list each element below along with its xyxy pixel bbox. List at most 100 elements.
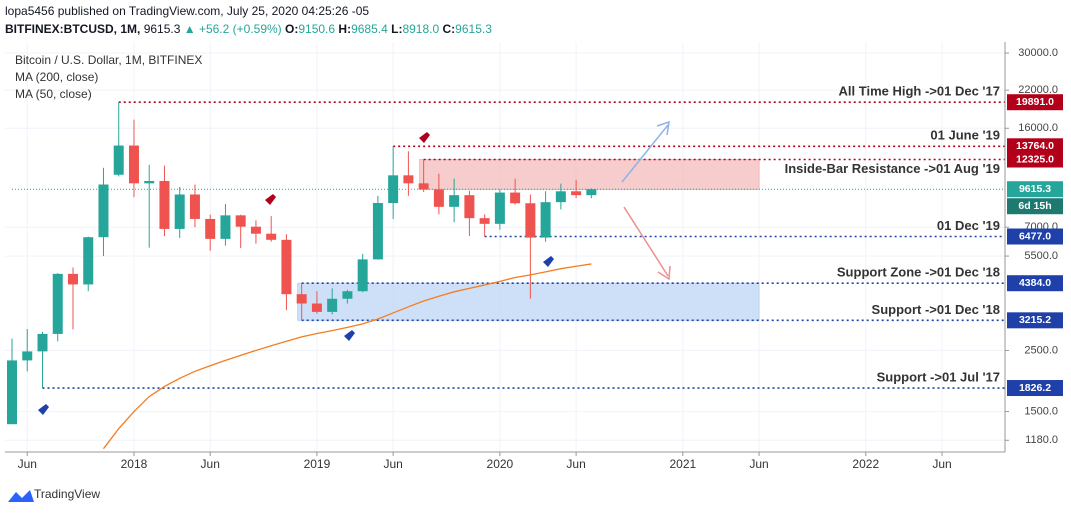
legend-entry: MA (200, close) (15, 70, 98, 84)
price-label: 12325.0 (1016, 153, 1054, 165)
price-label: 6477.0 (1019, 230, 1051, 242)
published: lopa5456 published on TradingView.com, J… (5, 4, 369, 18)
candle-body (52, 273, 63, 334)
h-label: H: (338, 22, 351, 36)
candle-body (311, 303, 322, 312)
countdown-box (1007, 198, 1063, 215)
candle-body (296, 294, 307, 304)
x-tick-label: 2020 (487, 457, 514, 471)
plot (7, 102, 597, 450)
candle-body (37, 333, 48, 352)
y-tick-label: 22000.0 (1018, 84, 1058, 96)
candle-body (7, 360, 17, 425)
candle-body (22, 351, 33, 361)
price-label: 1826.2 (1019, 382, 1051, 394)
candle-body (525, 203, 536, 238)
price-label-box (1007, 94, 1063, 111)
legend-entry: MA (50, close) (15, 87, 92, 101)
price-label-box (1007, 228, 1063, 245)
candle-body (418, 183, 429, 190)
level-note: Support ->01 Jul '17 (877, 369, 1000, 384)
candle-body (342, 291, 353, 299)
level-note: All Time High ->01 Dec '17 (839, 84, 1000, 99)
price-label-box (1007, 312, 1063, 329)
candle-body (281, 239, 292, 295)
candle-body (449, 195, 460, 207)
candle-body (327, 298, 338, 312)
price-label: 3215.2 (1019, 314, 1051, 326)
level-note: 01 June '19 (930, 128, 1000, 143)
ma-line (102, 263, 592, 450)
x-tick-label: 2022 (852, 457, 879, 471)
o: 9150.6 (298, 22, 335, 36)
zones (12, 101, 1005, 389)
candle-body (83, 237, 94, 285)
change: ▲ +56.2 (+0.59%) (184, 22, 282, 36)
candle-body (403, 175, 414, 184)
symbol: BITFINEX:BTCUSD, 1M, (5, 22, 140, 36)
candle-body (113, 145, 124, 175)
chart-title: Bitcoin / U.S. Dollar, 1M, BITFINEX (15, 53, 202, 67)
x-tick-label: Jun (932, 457, 951, 471)
x-tick-label: Jun (749, 457, 768, 471)
price-label-box (1007, 151, 1063, 168)
c: 9615.3 (455, 22, 492, 36)
candle-body (67, 273, 78, 285)
x-tick-label: 2018 (121, 457, 148, 471)
grid (5, 42, 1005, 452)
y-tick-label: 5500.0 (1024, 250, 1058, 262)
price-label: 13764.0 (1016, 140, 1054, 152)
candle-body (433, 189, 444, 207)
level-note: 01 Dec '19 (937, 218, 1000, 233)
price-label-box (1007, 181, 1063, 198)
candle-body (220, 215, 231, 239)
candle-body (372, 202, 383, 260)
arrows (621, 120, 671, 281)
price-label-box (1007, 380, 1063, 397)
price-label: 19891.0 (1016, 96, 1054, 108)
c-label: C: (443, 22, 456, 36)
price-label-box (1007, 138, 1063, 155)
candle-body (388, 175, 399, 203)
y-tick-label: 2500.0 (1024, 344, 1058, 356)
zone (297, 282, 760, 321)
candle-body (555, 191, 566, 203)
candle-body (510, 192, 521, 204)
candle-body (540, 202, 551, 238)
zone (419, 159, 760, 190)
candle-body (174, 194, 185, 229)
candle-body (586, 189, 597, 196)
level-note: Support ->01 Dec '18 (872, 302, 1000, 317)
candle-body (479, 218, 490, 224)
x-tick-label: Jun (383, 457, 402, 471)
l-label: L: (391, 22, 402, 36)
x-tick-label: Jun (566, 457, 585, 471)
candle-body (266, 233, 277, 240)
candle-body (98, 184, 109, 238)
x-tick-label: Jun (201, 457, 220, 471)
candle-body (357, 259, 368, 292)
y-tick-label: 1180.0 (1025, 434, 1058, 446)
candle-body (144, 180, 155, 184)
candle-body (494, 192, 505, 224)
h: 9685.4 (351, 22, 388, 36)
x-tick-label: Jun (18, 457, 37, 471)
candle-body (235, 215, 246, 227)
o-label: O: (285, 22, 298, 36)
level-note: Inside-Bar Resistance ->01 Aug '19 (785, 161, 1000, 176)
y-tick-label: 1500.0 (1024, 405, 1058, 417)
y-tick-label: 30000.0 (1018, 47, 1058, 59)
ohlc-line: BITFINEX:BTCUSD, 1M, 9615.3 ▲ +56.2 (+0.… (5, 22, 492, 36)
candle-body (571, 191, 582, 196)
x-tick-label: 2021 (669, 457, 696, 471)
l: 8918.0 (402, 22, 439, 36)
candle-body (159, 180, 170, 229)
level-note: Support Zone ->01 Dec '18 (837, 265, 1000, 280)
brand (8, 490, 34, 502)
candle-body (205, 218, 216, 239)
countdown: 6d 15h (1018, 200, 1051, 212)
x-tick-label: 2019 (304, 457, 331, 471)
price-label: 9615.3 (1019, 183, 1051, 195)
